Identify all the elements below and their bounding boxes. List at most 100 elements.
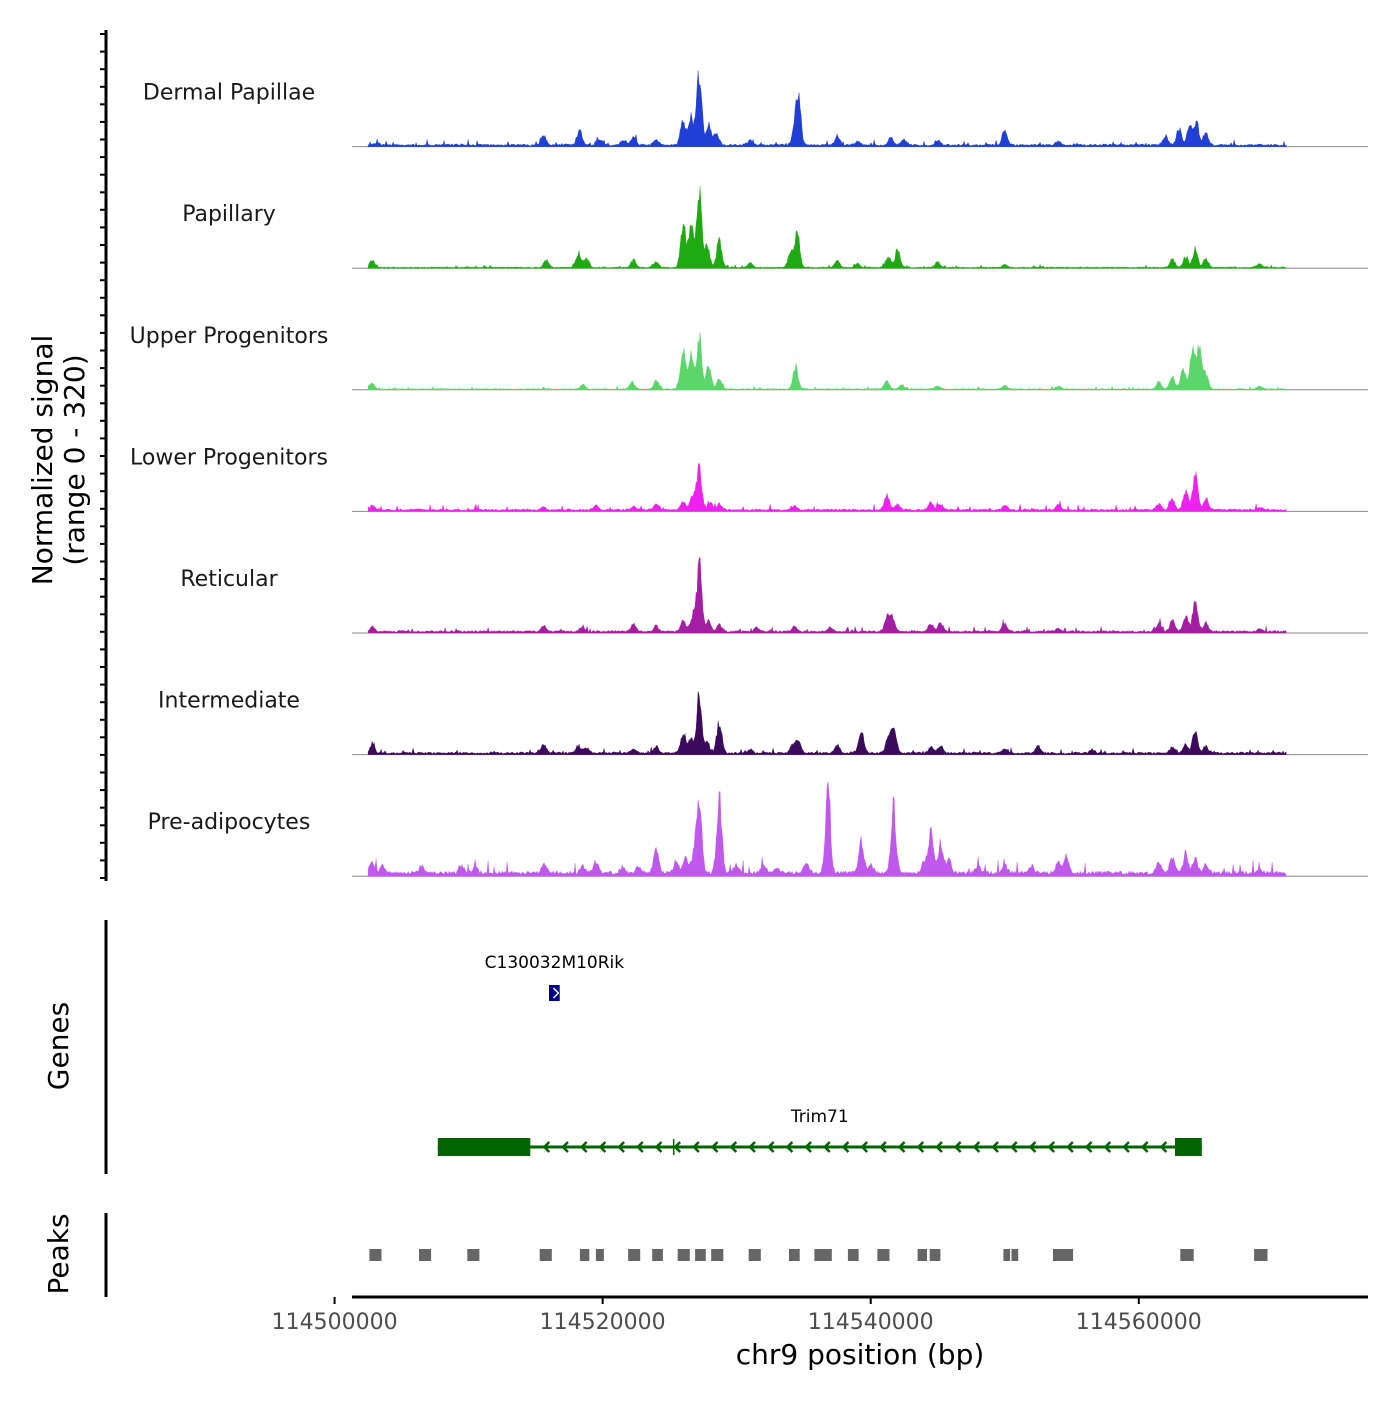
genes-track: Genes C130032M10Rik Trim71 [42, 920, 1202, 1174]
strand-arrow [804, 1141, 812, 1153]
strand-arrow [972, 1141, 981, 1153]
track-reticular: Reticular [180, 556, 1368, 634]
peak-region [917, 1249, 927, 1261]
strand-arrow [729, 1141, 738, 1153]
track-label: Reticular [180, 567, 278, 592]
track-label: Lower Progenitors [130, 445, 328, 470]
x-axis-tick-label: 114560000 [1076, 1310, 1202, 1335]
track-pre-adipocytes: Pre-adipocytes [148, 781, 1368, 877]
peak-region [467, 1249, 480, 1261]
track-label: Papillary [182, 202, 276, 227]
peak-region [711, 1249, 724, 1261]
strand-arrow [1084, 1141, 1093, 1153]
strand-arrow [579, 1141, 588, 1153]
strand-arrow [692, 1141, 700, 1153]
peak-region [1003, 1249, 1011, 1261]
peak-region [652, 1249, 663, 1261]
signal-area [367, 70, 1287, 147]
track-papillary: Papillary [182, 186, 1368, 269]
peak-region [695, 1249, 706, 1261]
peak-region [677, 1249, 690, 1261]
peak-region [1053, 1249, 1074, 1261]
strand-arrow [897, 1141, 906, 1153]
x-axis-tick-label: 114540000 [808, 1310, 934, 1335]
x-axis-tick-label: 114500000 [272, 1310, 398, 1335]
strand-arrow [953, 1141, 962, 1153]
strand-arrow [1047, 1141, 1056, 1153]
peak-region [789, 1249, 800, 1261]
strand-arrow [1010, 1141, 1018, 1153]
gene-exon [1175, 1138, 1202, 1156]
genes-track-label: Genes [42, 1002, 75, 1090]
track-label: Intermediate [158, 689, 300, 714]
signal-area [367, 462, 1287, 512]
strand-arrow [860, 1141, 869, 1153]
gene-exon [549, 985, 560, 1001]
track-upper-progenitors: Upper Progenitors [130, 324, 1368, 391]
strand-arrow [823, 1141, 831, 1153]
peak-region [1011, 1249, 1019, 1261]
strand-arrow [654, 1141, 663, 1153]
track-label: Pre-adipocytes [148, 810, 311, 835]
strand-arrow [748, 1141, 756, 1153]
gene-label: C130032M10Rik [485, 953, 625, 973]
strand-arrow [785, 1141, 794, 1153]
peak-region [595, 1249, 604, 1261]
x-axis-title: chr9 position (bp) [736, 1338, 985, 1371]
peaks-track: Peaks [42, 1213, 1268, 1297]
peak-region [877, 1249, 890, 1261]
peak-region [814, 1249, 832, 1261]
strand-arrow [1140, 1141, 1149, 1153]
signal-area [367, 781, 1287, 877]
strand-arrow [1066, 1141, 1074, 1153]
peaks-track-label: Peaks [42, 1213, 75, 1294]
track-dermal-papillae: Dermal Papillae [143, 70, 1368, 148]
strand-arrow [1028, 1141, 1037, 1153]
signal-area [367, 556, 1287, 634]
strand-arrow [673, 1141, 682, 1153]
gene-trim71: Trim71 [437, 1107, 1202, 1156]
strand-arrow [552, 987, 560, 999]
track-label: Dermal Papillae [143, 81, 315, 106]
peak-region [748, 1249, 761, 1261]
strand-arrow [991, 1141, 999, 1153]
strand-arrow [598, 1141, 607, 1153]
strand-arrow [636, 1141, 644, 1153]
strand-arrow [1122, 1141, 1130, 1153]
y-axis-title: Normalized signal (range 0 - 320) [26, 335, 91, 586]
peak-region [369, 1249, 382, 1261]
peak-region [419, 1249, 432, 1261]
strand-arrow [1103, 1141, 1112, 1153]
signal-area [367, 331, 1287, 390]
strand-arrow [561, 1141, 569, 1153]
signal-y-axis [100, 30, 108, 881]
strand-arrow [935, 1141, 943, 1153]
x-axis: chr9 position (bp) 114500000 114520000 114… [272, 1295, 1368, 1371]
peak-region [539, 1249, 552, 1261]
x-axis-tick-label: 114520000 [540, 1310, 666, 1335]
peak-region [1180, 1249, 1194, 1261]
signal-tracks: Dermal Papillae Papillary Upper Progenitor… [130, 70, 1368, 877]
peak-region [628, 1249, 641, 1261]
y-axis-label-line1: Normalized signal [26, 335, 59, 586]
peak-region [847, 1249, 859, 1261]
strand-arrow [841, 1141, 850, 1153]
track-intermediate: Intermediate [158, 689, 1368, 756]
strand-arrow [1159, 1141, 1168, 1153]
strand-arrow [879, 1141, 887, 1153]
peak-region [579, 1249, 590, 1261]
strand-arrow [766, 1141, 775, 1153]
gene-label: Trim71 [790, 1107, 849, 1127]
y-axis-label-line2: (range 0 - 320) [58, 354, 91, 565]
gene-c130032m10rik: C130032M10Rik [485, 953, 625, 1001]
signal-area [367, 186, 1287, 269]
track-label: Upper Progenitors [130, 324, 329, 349]
peak-region [929, 1249, 941, 1261]
peak-region [1254, 1249, 1268, 1261]
strand-arrow [916, 1141, 925, 1153]
strand-arrow [617, 1141, 625, 1153]
signal-area [367, 691, 1287, 755]
strand-arrow [710, 1141, 719, 1153]
